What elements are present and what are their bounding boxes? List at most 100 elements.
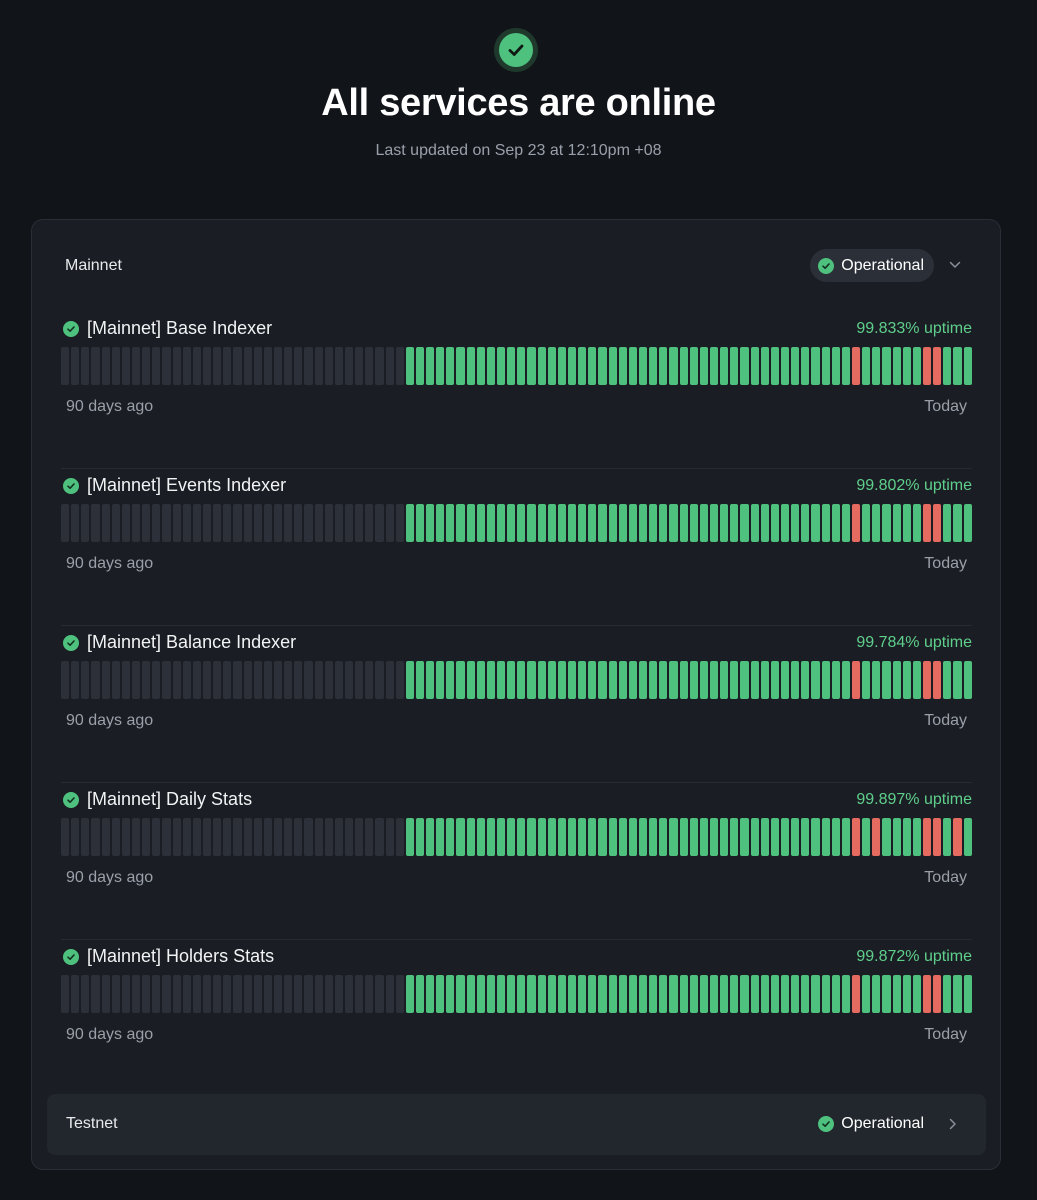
uptime-bar-nodata[interactable] xyxy=(273,975,283,1013)
uptime-bar-nodata[interactable] xyxy=(385,661,394,699)
uptime-bar-nodata[interactable] xyxy=(355,818,364,856)
uptime-bar-nodata[interactable] xyxy=(385,347,394,385)
uptime-bar-operational[interactable] xyxy=(608,975,617,1013)
uptime-bar-operational[interactable] xyxy=(679,504,688,542)
uptime-bar-nodata[interactable] xyxy=(243,347,252,385)
uptime-bar-nodata[interactable] xyxy=(263,661,272,699)
uptime-bar-operational[interactable] xyxy=(679,661,688,699)
uptime-bar-nodata[interactable] xyxy=(111,504,120,542)
uptime-bar-operational[interactable] xyxy=(588,818,597,856)
uptime-bar-nodata[interactable] xyxy=(91,504,100,542)
uptime-bar-incident[interactable] xyxy=(933,661,942,699)
uptime-bar-operational[interactable] xyxy=(628,347,638,385)
uptime-bar-operational[interactable] xyxy=(618,347,627,385)
uptime-bar-nodata[interactable] xyxy=(213,661,222,699)
uptime-bar-nodata[interactable] xyxy=(202,347,212,385)
uptime-bar-operational[interactable] xyxy=(811,347,820,385)
uptime-bar-operational[interactable] xyxy=(791,975,800,1013)
uptime-bar-nodata[interactable] xyxy=(365,661,374,699)
uptime-bar-operational[interactable] xyxy=(466,818,475,856)
uptime-bar-nodata[interactable] xyxy=(324,504,333,542)
uptime-bar-nodata[interactable] xyxy=(101,818,110,856)
uptime-bar-nodata[interactable] xyxy=(172,818,181,856)
uptime-bar-operational[interactable] xyxy=(679,818,688,856)
uptime-bar-nodata[interactable] xyxy=(284,818,293,856)
uptime-bar-operational[interactable] xyxy=(689,347,698,385)
uptime-bar-operational[interactable] xyxy=(963,504,972,542)
uptime-bar-operational[interactable] xyxy=(598,504,607,542)
uptime-bar-operational[interactable] xyxy=(831,975,840,1013)
uptime-bar-operational[interactable] xyxy=(588,347,597,385)
uptime-bar-operational[interactable] xyxy=(953,347,962,385)
uptime-bar-operational[interactable] xyxy=(801,661,810,699)
uptime-bar-operational[interactable] xyxy=(801,347,810,385)
uptime-bar-operational[interactable] xyxy=(537,504,546,542)
uptime-bar-operational[interactable] xyxy=(588,661,597,699)
uptime-bar-operational[interactable] xyxy=(831,661,840,699)
uptime-bar-operational[interactable] xyxy=(780,818,790,856)
uptime-bar-nodata[interactable] xyxy=(202,504,212,542)
uptime-bar-operational[interactable] xyxy=(831,818,840,856)
uptime-bar-operational[interactable] xyxy=(527,818,536,856)
uptime-bar-operational[interactable] xyxy=(710,818,719,856)
uptime-bar-nodata[interactable] xyxy=(334,818,343,856)
uptime-bar-incident[interactable] xyxy=(922,975,932,1013)
uptime-bar-operational[interactable] xyxy=(791,347,800,385)
uptime-bar-operational[interactable] xyxy=(669,661,678,699)
uptime-bar-operational[interactable] xyxy=(486,504,496,542)
uptime-bar-operational[interactable] xyxy=(456,818,465,856)
uptime-bar-nodata[interactable] xyxy=(263,347,272,385)
uptime-bar-operational[interactable] xyxy=(902,347,911,385)
uptime-bar-operational[interactable] xyxy=(760,347,769,385)
uptime-bar-nodata[interactable] xyxy=(365,504,374,542)
uptime-bar-nodata[interactable] xyxy=(162,504,171,542)
uptime-bar-operational[interactable] xyxy=(720,347,729,385)
uptime-bar-operational[interactable] xyxy=(710,504,719,542)
uptime-bar-operational[interactable] xyxy=(659,504,668,542)
uptime-bar-operational[interactable] xyxy=(517,818,526,856)
uptime-bar-operational[interactable] xyxy=(912,818,921,856)
uptime-bar-nodata[interactable] xyxy=(202,975,212,1013)
uptime-bar-nodata[interactable] xyxy=(253,818,262,856)
uptime-bar-nodata[interactable] xyxy=(284,975,293,1013)
uptime-bar-nodata[interactable] xyxy=(243,661,252,699)
uptime-bar-nodata[interactable] xyxy=(284,504,293,542)
uptime-bar-incident[interactable] xyxy=(872,818,881,856)
uptime-bar-nodata[interactable] xyxy=(192,661,201,699)
uptime-bar-operational[interactable] xyxy=(446,818,455,856)
uptime-bar-operational[interactable] xyxy=(892,818,901,856)
uptime-bar-operational[interactable] xyxy=(466,975,475,1013)
uptime-bar-nodata[interactable] xyxy=(304,347,313,385)
uptime-bar-operational[interactable] xyxy=(902,975,911,1013)
uptime-bar-incident[interactable] xyxy=(851,818,861,856)
uptime-bar-operational[interactable] xyxy=(811,975,820,1013)
uptime-bar-nodata[interactable] xyxy=(202,818,212,856)
uptime-bar-operational[interactable] xyxy=(699,661,708,699)
uptime-bar-operational[interactable] xyxy=(507,661,516,699)
uptime-bar-operational[interactable] xyxy=(963,975,972,1013)
uptime-bar-nodata[interactable] xyxy=(121,347,130,385)
uptime-bar-operational[interactable] xyxy=(943,975,952,1013)
uptime-bar-operational[interactable] xyxy=(689,504,698,542)
uptime-bar-operational[interactable] xyxy=(649,818,658,856)
uptime-bar-nodata[interactable] xyxy=(273,661,283,699)
uptime-bar-nodata[interactable] xyxy=(375,347,384,385)
uptime-bar-nodata[interactable] xyxy=(243,818,252,856)
uptime-bar-operational[interactable] xyxy=(415,661,425,699)
uptime-bar-nodata[interactable] xyxy=(253,347,262,385)
uptime-bar-operational[interactable] xyxy=(456,975,465,1013)
uptime-bar-incident[interactable] xyxy=(851,975,861,1013)
uptime-bar-operational[interactable] xyxy=(659,347,668,385)
uptime-bar-nodata[interactable] xyxy=(253,975,262,1013)
uptime-bar-nodata[interactable] xyxy=(152,818,161,856)
uptime-bar-operational[interactable] xyxy=(659,818,668,856)
uptime-bar-nodata[interactable] xyxy=(233,347,242,385)
uptime-bar-operational[interactable] xyxy=(497,975,506,1013)
uptime-bar-nodata[interactable] xyxy=(131,504,141,542)
uptime-bar-operational[interactable] xyxy=(426,504,435,542)
uptime-bar-operational[interactable] xyxy=(770,504,779,542)
uptime-bar-operational[interactable] xyxy=(436,504,445,542)
uptime-bar-operational[interactable] xyxy=(517,975,526,1013)
uptime-bar-nodata[interactable] xyxy=(344,504,354,542)
uptime-bar-incident[interactable] xyxy=(922,818,932,856)
